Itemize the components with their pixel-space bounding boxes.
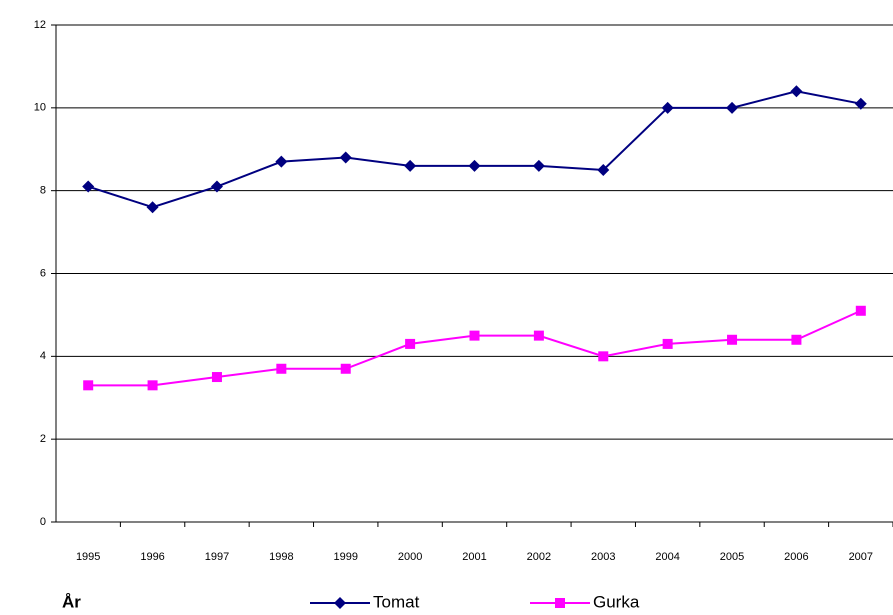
series-line <box>87 90 861 209</box>
data-point <box>661 101 674 114</box>
x-tick-label: 2000 <box>398 551 422 563</box>
legend-marker <box>334 597 346 609</box>
data-point <box>211 372 222 383</box>
x-tick-label: 2003 <box>591 551 615 563</box>
x-tick-label: 1995 <box>76 551 100 563</box>
data-point <box>598 351 609 362</box>
data-point <box>726 101 739 114</box>
data-point <box>469 330 480 341</box>
data-point <box>791 334 802 345</box>
data-point <box>662 338 673 349</box>
y-tick-label: 2 <box>40 433 46 445</box>
x-tick-label: 2005 <box>720 551 744 563</box>
data-point <box>146 201 159 214</box>
data-point <box>597 163 610 176</box>
x-tick-label: 1998 <box>269 551 293 563</box>
series-line <box>88 309 862 387</box>
data-point <box>405 338 416 349</box>
x-tick-label: 2001 <box>462 551 486 563</box>
data-point <box>147 380 158 391</box>
data-point <box>727 334 738 345</box>
y-tick-label: 6 <box>40 267 46 279</box>
data-point <box>275 155 288 168</box>
x-axis-label: År <box>62 592 81 611</box>
data-point <box>339 151 352 164</box>
x-tick-label: 2002 <box>527 551 551 563</box>
x-tick-label: 1999 <box>333 551 357 563</box>
data-point <box>855 305 866 316</box>
data-point <box>83 380 94 391</box>
x-tick-label: 2004 <box>655 551 679 563</box>
y-tick-label: 4 <box>40 350 46 362</box>
x-tick-label: 1997 <box>205 551 229 563</box>
data-point <box>404 159 417 172</box>
y-tick-label: 12 <box>34 19 46 31</box>
data-point <box>790 85 803 98</box>
legend-label: Tomat <box>373 592 420 611</box>
data-point <box>468 159 481 172</box>
y-tick-label: 8 <box>40 185 46 197</box>
data-point <box>532 159 545 172</box>
x-tick-label: 1996 <box>140 551 164 563</box>
x-tick-label: 2007 <box>849 551 873 563</box>
data-point <box>340 363 351 374</box>
legend-marker <box>555 598 565 608</box>
legend-label: Gurka <box>593 592 640 611</box>
data-point <box>854 97 867 110</box>
y-tick-label: 0 <box>40 516 46 528</box>
data-point <box>82 180 95 193</box>
y-tick-label: 10 <box>34 102 46 114</box>
data-point <box>276 363 287 374</box>
x-tick-label: 2006 <box>784 551 808 563</box>
data-point <box>533 330 544 341</box>
data-point <box>210 180 223 193</box>
